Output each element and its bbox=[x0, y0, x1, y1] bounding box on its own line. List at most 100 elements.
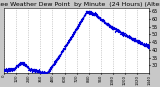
Point bbox=[86, 11, 88, 12]
Point bbox=[52, 62, 55, 64]
Point bbox=[104, 22, 107, 23]
Point bbox=[99, 18, 101, 19]
Point bbox=[7, 69, 10, 70]
Point bbox=[33, 70, 35, 71]
Point bbox=[115, 29, 117, 30]
Point bbox=[60, 52, 62, 53]
Point bbox=[141, 42, 143, 44]
Point bbox=[57, 57, 59, 58]
Point bbox=[145, 44, 148, 45]
Point bbox=[7, 68, 9, 69]
Point bbox=[7, 69, 10, 70]
Point bbox=[82, 17, 85, 18]
Point bbox=[60, 51, 63, 52]
Point bbox=[47, 70, 50, 72]
Point bbox=[140, 44, 143, 45]
Point bbox=[35, 70, 38, 71]
Point bbox=[99, 17, 102, 19]
Point bbox=[109, 26, 112, 28]
Point bbox=[17, 65, 20, 66]
Point bbox=[139, 42, 142, 43]
Point bbox=[75, 28, 77, 29]
Point bbox=[114, 27, 116, 28]
Point bbox=[13, 69, 15, 70]
Point bbox=[86, 10, 89, 11]
Point bbox=[69, 38, 72, 39]
Point bbox=[59, 52, 62, 54]
Point bbox=[75, 29, 78, 30]
Point bbox=[127, 35, 129, 36]
Point bbox=[119, 31, 121, 32]
Point bbox=[132, 39, 135, 41]
Point bbox=[39, 72, 42, 73]
Point bbox=[119, 31, 121, 33]
Point bbox=[98, 19, 101, 20]
Point bbox=[58, 54, 61, 56]
Point bbox=[31, 70, 33, 71]
Point bbox=[112, 29, 114, 30]
Point bbox=[26, 67, 29, 68]
Point bbox=[58, 55, 61, 56]
Point bbox=[6, 71, 9, 72]
Point bbox=[141, 43, 144, 45]
Point bbox=[14, 66, 17, 68]
Point bbox=[68, 39, 71, 40]
Point bbox=[59, 55, 61, 56]
Point bbox=[85, 11, 88, 12]
Point bbox=[130, 39, 133, 40]
Point bbox=[140, 42, 142, 44]
Point bbox=[50, 66, 53, 67]
Point bbox=[119, 33, 122, 34]
Point bbox=[79, 20, 82, 21]
Point bbox=[25, 65, 28, 67]
Point bbox=[79, 21, 82, 23]
Point bbox=[73, 32, 75, 33]
Point bbox=[45, 73, 48, 75]
Point bbox=[19, 62, 21, 64]
Point bbox=[6, 69, 9, 70]
Point bbox=[107, 22, 110, 24]
Point bbox=[11, 68, 14, 70]
Point bbox=[57, 55, 60, 56]
Point bbox=[124, 35, 127, 36]
Point bbox=[26, 65, 28, 67]
Point bbox=[65, 44, 68, 46]
Point bbox=[82, 16, 84, 17]
Point bbox=[137, 40, 140, 41]
Point bbox=[37, 70, 39, 72]
Point bbox=[101, 19, 104, 21]
Point bbox=[45, 73, 48, 74]
Point bbox=[104, 21, 107, 22]
Point bbox=[127, 35, 129, 36]
Point bbox=[94, 15, 97, 16]
Point bbox=[38, 70, 40, 71]
Point bbox=[28, 70, 30, 71]
Point bbox=[97, 16, 100, 17]
Point bbox=[110, 26, 112, 27]
Point bbox=[121, 31, 124, 33]
Point bbox=[62, 48, 65, 49]
Point bbox=[98, 16, 100, 18]
Point bbox=[50, 66, 52, 68]
Point bbox=[51, 65, 53, 66]
Point bbox=[85, 11, 88, 12]
Point bbox=[21, 64, 24, 65]
Point bbox=[135, 39, 138, 40]
Point bbox=[42, 72, 45, 73]
Point bbox=[93, 14, 95, 15]
Point bbox=[22, 63, 24, 64]
Point bbox=[40, 73, 43, 74]
Point bbox=[147, 47, 150, 48]
Point bbox=[64, 45, 67, 46]
Point bbox=[112, 28, 114, 29]
Point bbox=[23, 64, 26, 66]
Point bbox=[93, 15, 96, 16]
Point bbox=[3, 69, 6, 71]
Point bbox=[74, 29, 77, 31]
Point bbox=[102, 20, 105, 21]
Point bbox=[32, 69, 35, 70]
Point bbox=[15, 66, 17, 68]
Point bbox=[98, 17, 101, 19]
Point bbox=[75, 27, 77, 29]
Point bbox=[78, 25, 80, 27]
